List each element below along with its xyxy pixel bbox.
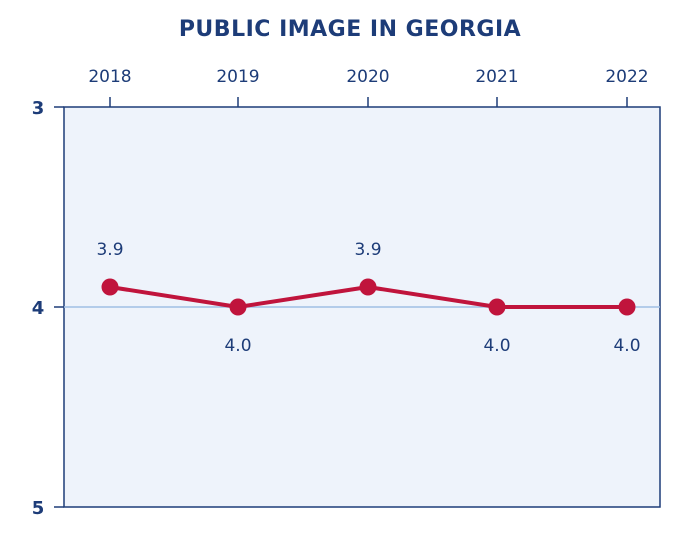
x-tick-label: 2022 (605, 67, 648, 87)
data-point (359, 278, 377, 296)
data-point (101, 278, 119, 296)
y-tick-label: 5 (32, 498, 45, 519)
x-tick-label: 2021 (475, 67, 518, 87)
data-label: 3.9 (96, 240, 123, 260)
data-label: 3.9 (354, 240, 381, 260)
chart-title: PUBLIC IMAGE IN GEORGIA (179, 17, 521, 42)
x-tick-label: 2018 (88, 67, 131, 87)
data-label: 4.0 (483, 336, 510, 356)
y-tick-label: 4 (32, 298, 45, 319)
data-point (229, 298, 247, 316)
x-tick-label: 2019 (216, 67, 259, 87)
data-point (488, 298, 506, 316)
data-point (618, 298, 636, 316)
y-tick-label: 3 (32, 98, 45, 119)
x-tick-label: 2020 (346, 67, 389, 87)
data-label: 4.0 (224, 336, 251, 356)
data-label: 4.0 (613, 336, 640, 356)
